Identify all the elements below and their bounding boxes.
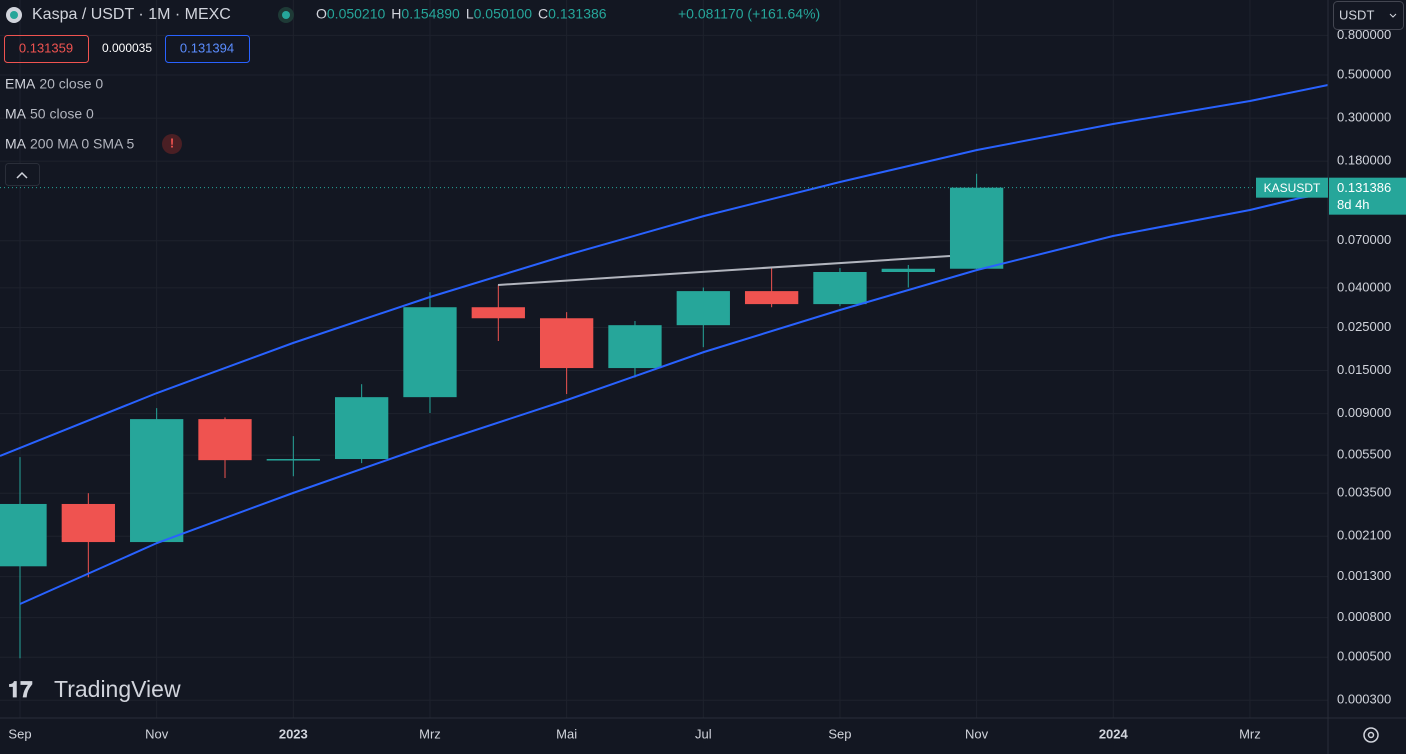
candle-body — [813, 272, 867, 305]
channel-lower — [19, 192, 1329, 605]
y-tick-label: 0.500000 — [1337, 66, 1391, 81]
indicator-params: 50 close 0 — [30, 106, 94, 122]
y-tick-label: 0.009000 — [1337, 405, 1391, 420]
symbol[interactable]: Kaspa / USDT · 1M · MEXC — [32, 6, 231, 23]
candle-body — [949, 187, 1004, 269]
indicator-name: EMA — [5, 76, 36, 92]
candle-body — [676, 291, 730, 326]
indicator-name: MA — [5, 106, 27, 122]
candle-body — [335, 397, 389, 460]
change: +0.081170 (+161.64%) — [678, 6, 820, 22]
x-tick-label: Nov — [145, 726, 169, 741]
status — [282, 11, 290, 19]
trendline — [497, 255, 951, 286]
ohlc-value: 0.154890 — [401, 6, 460, 22]
ask-box[interactable] — [165, 35, 250, 63]
countdown: 8d 4h — [1337, 197, 1370, 212]
ohlc-key: C — [538, 6, 548, 22]
candle-body — [881, 268, 935, 273]
x-tick-label: Nov — [965, 726, 989, 741]
ohlc-key: O — [316, 6, 327, 22]
y-tick-label: 0.001300 — [1337, 568, 1391, 583]
candle-body — [744, 291, 799, 305]
y-tick-label: 0.005500 — [1337, 447, 1391, 462]
candle-body — [608, 325, 662, 369]
x-tick-label: Sep — [828, 726, 851, 741]
y-tick-label: 0.000800 — [1337, 609, 1391, 624]
y-tick-label: 0.000300 — [1337, 692, 1391, 707]
x-tick-label: 2024 — [1099, 726, 1129, 741]
y-tick-label: 0.000500 — [1337, 649, 1391, 664]
symbol-icon — [10, 11, 18, 19]
candle-body — [198, 419, 252, 461]
x-tick-label: 2023 — [279, 726, 308, 741]
x-tick-label: Jul — [695, 726, 712, 741]
currency-select[interactable] — [1333, 1, 1404, 30]
candle-body — [266, 459, 320, 461]
price: 0.131386 — [1337, 180, 1391, 195]
y-tick-label: 0.300000 — [1337, 110, 1391, 125]
indicator-params: 20 close 0 — [39, 76, 103, 92]
brand: TradingView — [54, 676, 181, 702]
candle-body — [403, 307, 457, 398]
axis-labels: 0.800000 0.500000 0.300000 0.180000 0.070000… — [8, 27, 1391, 742]
ticker-tag — [1256, 177, 1328, 198]
candle-body — [471, 307, 525, 319]
ohlc-key: H — [391, 6, 401, 22]
dropdown-icon — [1389, 13, 1397, 18]
channel-upper — [0, 84, 1329, 457]
x-tick-label: Mai — [556, 726, 577, 741]
candle-body — [61, 503, 115, 543]
x-tick-label: Sep — [8, 726, 31, 741]
spread: 0.000035 — [102, 41, 152, 55]
warning-icon: ! — [170, 135, 174, 150]
currency: USDT — [1339, 7, 1374, 22]
y-tick-label: 0.002100 — [1337, 528, 1391, 543]
candle-body — [539, 318, 594, 369]
collapse-icon — [16, 171, 28, 179]
ohlc-value: 0.050100 — [474, 6, 533, 22]
indicator-name: MA — [5, 136, 27, 152]
ohlc-value: 0.131386 — [548, 6, 607, 22]
grid — [0, 0, 1328, 718]
x-tick-label: Mrz — [419, 726, 441, 741]
price-tag — [1329, 177, 1406, 215]
y-tick-label: 0.070000 — [1337, 232, 1391, 247]
y-tick-label: 0.003500 — [1337, 485, 1391, 500]
ticker: KASUSDT — [1264, 181, 1321, 195]
indicators: EMA 20 close 0 MA 50 close 0MA 200 MA 0 SMA … — [5, 76, 134, 152]
y-tick-label: 0.180000 — [1337, 153, 1391, 168]
ohlc-legend: O 0.050210 H 0.154890 L 0.050100 C 0.131386 — [316, 6, 607, 22]
settings-icon[interactable] — [1363, 727, 1379, 743]
settings-icon — [1367, 731, 1375, 739]
bid-box[interactable] — [4, 35, 89, 63]
indicator-params: 200 MA 0 SMA 5 — [30, 136, 134, 152]
candles — [0, 173, 1004, 659]
price-tag: KASUSDT 0.131386 8d 4h — [0, 177, 1406, 215]
ohlc-value: 0.050210 — [327, 6, 386, 22]
ohlc-key: L — [466, 6, 474, 22]
bid: 0.131359 — [19, 40, 73, 55]
warning[interactable] — [162, 134, 182, 154]
candle-body — [0, 503, 47, 567]
y-tick-label: 0.025000 — [1337, 319, 1391, 334]
brand-logo: 𝟏𝟕 — [8, 677, 33, 702]
y-tick-label: 0.800000 — [1337, 27, 1391, 42]
ask: 0.131394 — [180, 40, 234, 55]
candle-body — [130, 419, 184, 543]
x-tick-label: Mrz — [1239, 726, 1261, 741]
y-tick-label: 0.040000 — [1337, 279, 1391, 294]
y-tick-label: 0.015000 — [1337, 362, 1391, 377]
